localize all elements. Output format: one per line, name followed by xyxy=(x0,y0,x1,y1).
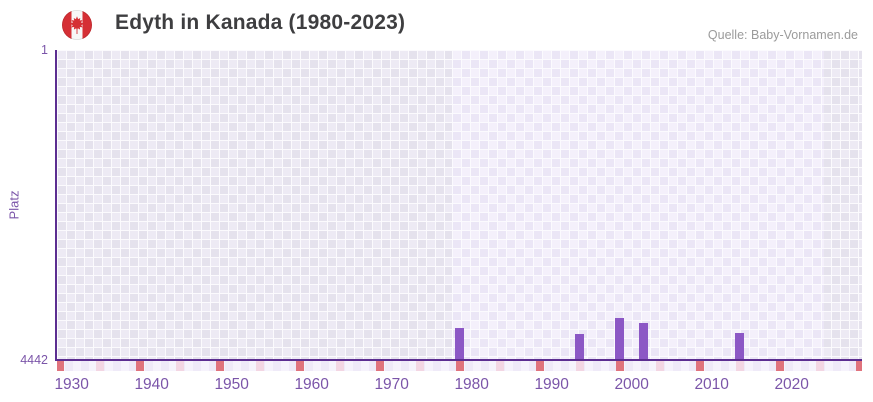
decade-mark-red xyxy=(615,361,624,371)
canada-flag-icon xyxy=(62,10,92,40)
half-decade-mark-pink xyxy=(495,361,504,371)
y-axis-tick-label-bottom: 4442 xyxy=(20,353,48,367)
rank-bar-1978[interactable] xyxy=(455,328,464,360)
chart-header: Edyth in Kanada (1980-2023) Quelle: Baby… xyxy=(0,0,873,46)
y-axis-line xyxy=(55,50,57,360)
x-axis-tick-label: 2010 xyxy=(694,376,729,393)
x-axis-tick-label: 1960 xyxy=(294,376,329,393)
half-decade-mark-pink xyxy=(175,361,184,371)
rank-bar-1998[interactable] xyxy=(615,317,624,360)
x-axis-tick-label: 1990 xyxy=(534,376,569,393)
x-axis-tick-label: 2020 xyxy=(774,376,809,393)
decade-mark-red xyxy=(215,361,224,371)
decade-mark-red xyxy=(855,361,862,371)
y-axis-tick-label-top: 1 xyxy=(41,43,48,57)
x-axis-tick-label: 1980 xyxy=(454,376,489,393)
rank-bar-2001[interactable] xyxy=(639,322,648,360)
decade-mark-red xyxy=(455,361,464,371)
x-axis-tick-label: 1950 xyxy=(214,376,249,393)
x-axis-tick-label: 2000 xyxy=(614,376,649,393)
decade-mark-red xyxy=(57,361,64,371)
data-range-highlight-band xyxy=(451,50,824,360)
rank-bar-1993[interactable] xyxy=(575,334,584,360)
decade-mark-red xyxy=(295,361,304,371)
half-decade-mark-pink xyxy=(335,361,344,371)
x-axis-tick-label: 1940 xyxy=(134,376,169,393)
decade-mark-red xyxy=(695,361,704,371)
y-axis-title: Platz xyxy=(6,190,22,220)
decade-mark-red xyxy=(135,361,144,371)
half-decade-mark-pink xyxy=(735,361,744,371)
x-axis-tick-label: 1970 xyxy=(374,376,409,393)
chart-title: Edyth in Kanada (1980-2023) xyxy=(115,11,406,34)
x-axis-year-strip xyxy=(57,361,862,371)
x-axis-tick-label: 1930 xyxy=(54,376,89,393)
decade-mark-red xyxy=(535,361,544,371)
half-decade-mark-pink xyxy=(255,361,264,371)
half-decade-mark-pink xyxy=(95,361,104,371)
half-decade-mark-pink xyxy=(655,361,664,371)
x-axis-line xyxy=(55,359,862,361)
half-decade-mark-pink xyxy=(815,361,824,371)
half-decade-mark-pink xyxy=(415,361,424,371)
half-decade-mark-pink xyxy=(575,361,584,371)
rank-bar-2013[interactable] xyxy=(735,333,744,360)
decade-mark-red xyxy=(375,361,384,371)
decade-mark-red xyxy=(775,361,784,371)
source-attribution: Quelle: Baby-Vornamen.de xyxy=(707,28,858,42)
